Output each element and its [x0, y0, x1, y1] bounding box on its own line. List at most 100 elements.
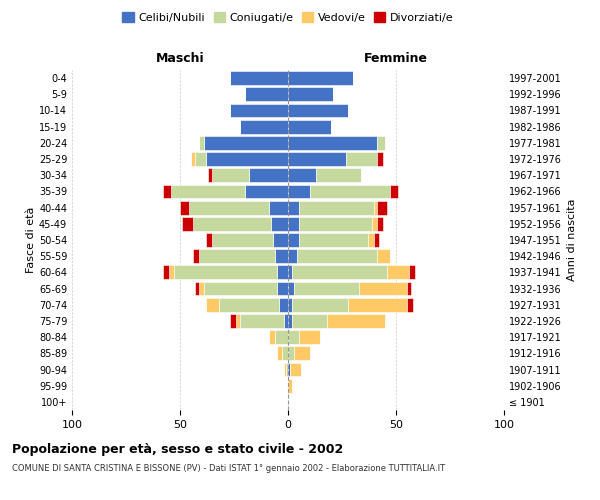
Bar [288, 379, 292, 392]
Bar [241, 120, 288, 134]
Bar [372, 217, 377, 230]
Bar [288, 168, 316, 182]
Bar [277, 346, 281, 360]
Bar [281, 346, 288, 360]
Bar [219, 298, 280, 312]
Bar [182, 217, 193, 230]
Bar [288, 282, 295, 296]
Bar [288, 136, 377, 149]
Bar [310, 184, 389, 198]
Bar [349, 298, 407, 312]
Bar [204, 136, 288, 149]
Bar [296, 250, 377, 263]
Bar [407, 298, 413, 312]
Bar [269, 200, 288, 214]
Bar [193, 217, 271, 230]
Bar [290, 362, 301, 376]
Bar [288, 314, 292, 328]
Bar [249, 168, 288, 182]
Bar [389, 184, 398, 198]
Y-axis label: Anni di nascita: Anni di nascita [567, 198, 577, 281]
Bar [327, 314, 385, 328]
Y-axis label: Fasce di età: Fasce di età [26, 207, 36, 273]
Bar [212, 233, 273, 247]
Bar [204, 282, 277, 296]
Bar [288, 346, 295, 360]
Bar [288, 298, 292, 312]
Bar [292, 314, 327, 328]
Bar [199, 136, 204, 149]
Bar [377, 200, 388, 214]
Bar [377, 136, 385, 149]
Bar [374, 200, 377, 214]
Bar [288, 233, 299, 247]
Bar [346, 152, 377, 166]
Text: Femmine: Femmine [364, 52, 428, 65]
Bar [407, 282, 411, 296]
Bar [188, 200, 269, 214]
Bar [277, 266, 288, 280]
Bar [288, 184, 310, 198]
Bar [195, 282, 199, 296]
Bar [191, 152, 195, 166]
Bar [208, 168, 212, 182]
Bar [292, 298, 349, 312]
Bar [271, 217, 288, 230]
Bar [299, 233, 368, 247]
Bar [295, 346, 310, 360]
Bar [388, 266, 409, 280]
Bar [206, 298, 219, 312]
Bar [292, 266, 388, 280]
Bar [275, 330, 288, 344]
Bar [236, 314, 241, 328]
Text: Maschi: Maschi [155, 52, 205, 65]
Bar [275, 250, 288, 263]
Bar [273, 233, 288, 247]
Bar [409, 266, 415, 280]
Bar [199, 250, 275, 263]
Bar [316, 168, 361, 182]
Bar [269, 330, 275, 344]
Bar [288, 71, 353, 85]
Text: Popolazione per età, sesso e stato civile - 2002: Popolazione per età, sesso e stato civil… [12, 442, 343, 456]
Bar [295, 282, 359, 296]
Bar [230, 71, 288, 85]
Bar [374, 233, 379, 247]
Bar [199, 282, 204, 296]
Bar [173, 266, 277, 280]
Bar [299, 217, 372, 230]
Bar [172, 184, 245, 198]
Bar [377, 217, 383, 230]
Text: COMUNE DI SANTA CRISTINA E BISSONE (PV) - Dati ISTAT 1° gennaio 2002 - Elaborazi: COMUNE DI SANTA CRISTINA E BISSONE (PV) … [12, 464, 445, 473]
Bar [277, 282, 288, 296]
Bar [288, 120, 331, 134]
Bar [230, 104, 288, 118]
Bar [288, 88, 334, 101]
Bar [377, 250, 389, 263]
Bar [284, 362, 286, 376]
Bar [288, 362, 290, 376]
Bar [169, 266, 173, 280]
Bar [245, 88, 288, 101]
Bar [288, 152, 346, 166]
Bar [368, 233, 374, 247]
Bar [377, 152, 383, 166]
Bar [241, 314, 284, 328]
Bar [163, 184, 172, 198]
Bar [280, 298, 288, 312]
Bar [288, 217, 299, 230]
Bar [206, 233, 212, 247]
Bar [195, 152, 206, 166]
Bar [288, 200, 299, 214]
Bar [284, 314, 288, 328]
Bar [212, 168, 249, 182]
Bar [359, 282, 407, 296]
Bar [286, 362, 288, 376]
Bar [299, 330, 320, 344]
Bar [288, 104, 349, 118]
Bar [163, 266, 169, 280]
Bar [180, 200, 188, 214]
Bar [288, 250, 296, 263]
Legend: Celibi/Nubili, Coniugati/e, Vedovi/e, Divorziati/e: Celibi/Nubili, Coniugati/e, Vedovi/e, Di… [118, 8, 458, 28]
Bar [288, 266, 292, 280]
